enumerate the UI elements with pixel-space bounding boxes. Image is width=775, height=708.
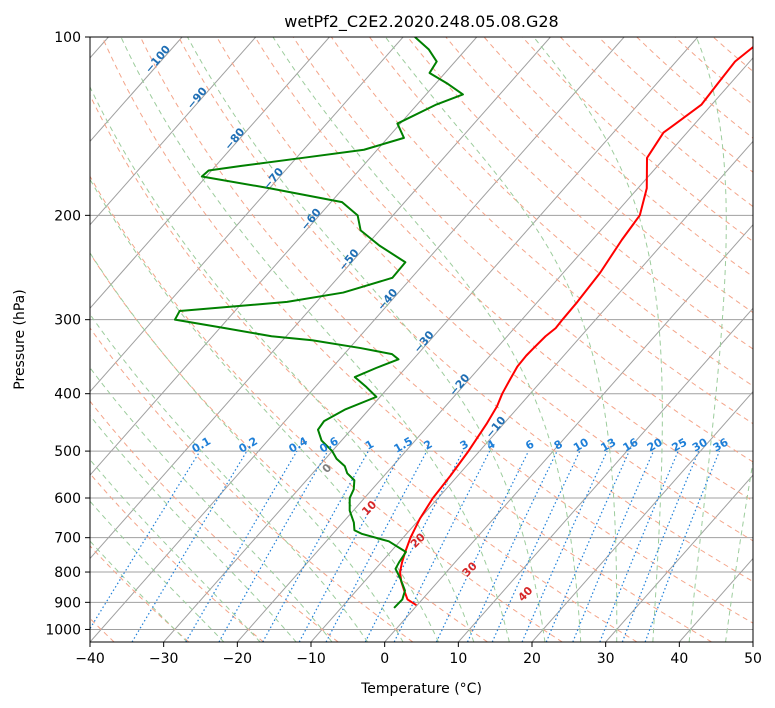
y-tick-label: 100 [54, 30, 81, 46]
moist-adiabat-line [533, 37, 663, 642]
dry-adiabat-line [101, 37, 712, 642]
dry-adiabat-line [560, 37, 753, 208]
mixing-ratio-line [90, 450, 201, 630]
moist-adiabat-line [90, 85, 475, 642]
y-tick-label: 400 [54, 387, 81, 403]
moist-adiabat-line [688, 37, 727, 642]
dry-adiabat-line [521, 37, 753, 243]
isotherm-line [605, 474, 753, 642]
y-tick-label: 300 [54, 313, 81, 329]
isotherm-line [90, 37, 330, 309]
y-tick-label: 500 [54, 444, 81, 460]
isotherm-line [531, 390, 753, 642]
isotherm-line [90, 37, 478, 476]
dry-adiabat-line [330, 37, 753, 425]
y-tick-label: 700 [54, 531, 81, 547]
x-tick-label: 30 [597, 651, 615, 667]
x-tick-label: −40 [75, 651, 105, 667]
moist-adiabat-line [90, 251, 404, 642]
profile-series [173, 37, 753, 609]
moist-adiabat-line [90, 500, 225, 642]
x-tick-label: −30 [149, 651, 179, 667]
x-axis: −40 −30 −20 −10 0 10 20 30 40 50 [75, 642, 762, 667]
x-tick-label: 0 [380, 651, 389, 667]
moist-adiabat-line [120, 37, 510, 642]
isotherm-line [236, 57, 753, 642]
dry-adiabat-line [216, 37, 753, 542]
isotherm-line [384, 224, 753, 642]
dry-adiabat-line [292, 37, 753, 463]
mixing-ratio-lines [90, 450, 720, 642]
mixing-ratio-line [521, 450, 608, 642]
moist-adiabat-line [90, 366, 333, 642]
mixing-ratio-line [185, 450, 298, 642]
x-tick-label: 20 [523, 651, 541, 667]
dry-adiabat-line [90, 400, 339, 642]
x-tick-label: 40 [670, 651, 688, 667]
isotherm-line [90, 37, 551, 560]
moist-adiabat-line [725, 458, 753, 642]
y-tick-label: 1000 [45, 622, 81, 638]
dry-adiabat-line [90, 252, 488, 642]
dry-adiabat-line [254, 37, 753, 502]
plot-area: 0.1 0.2 0.4 0.6 1 1.5 2 3 4 6 8 10 13 16 20 25 30 36−100−… [90, 37, 753, 642]
mixing-ratio-line [131, 450, 248, 642]
x-tick-label: −20 [223, 651, 253, 667]
isotherm-line [90, 37, 404, 393]
dry-adiabat-line [598, 37, 753, 173]
isotherm-line [90, 37, 257, 226]
x-axis-title: Temperature (°C) [360, 681, 482, 697]
isobar-gridlines [90, 37, 753, 630]
moist-adiabat-line [90, 178, 439, 642]
mixing-ratio-line [218, 450, 329, 642]
mixing-ratio-line [298, 450, 403, 642]
y-axis: 100 200 300 400 500 600 700 800 900 1000 [45, 30, 90, 638]
mixing-ratio-line [435, 450, 530, 642]
y-axis-title: Pressure (hPa) [12, 289, 28, 389]
dry-adiabat-line [90, 175, 563, 642]
isotherm-line [163, 37, 699, 642]
mixing-ratio-line [262, 450, 369, 642]
y-tick-label: 200 [54, 208, 81, 224]
isotherm-line [90, 37, 183, 143]
x-tick-label: −10 [296, 651, 326, 667]
x-tick-label: 10 [449, 651, 467, 667]
y-tick-label: 800 [54, 565, 81, 581]
moist-adiabat-line [90, 458, 261, 642]
mixing-ratio-line [466, 450, 558, 642]
moist-adiabat-line [90, 414, 297, 642]
chart-title: wetPf2_C2E2.2020.248.05.08.G28 [284, 12, 558, 32]
dewpoint-profile-line [173, 37, 464, 609]
mixing-ratio-line [491, 450, 581, 642]
plot-frame [89, 36, 754, 643]
dry-adiabat-line [90, 94, 638, 642]
x-tick-label: 50 [744, 651, 762, 667]
mixing-ratio-line [572, 450, 655, 642]
isotherm-line [310, 140, 753, 642]
moist-adiabat-line [272, 37, 582, 642]
isotherm-gridlines [90, 37, 753, 642]
mixing-ratio-line [545, 450, 630, 642]
isotherm-line [457, 307, 753, 642]
dry-adiabat-line [178, 37, 753, 583]
y-tick-label: 900 [54, 595, 81, 611]
isotherm-line [90, 37, 625, 642]
dry-adiabat-line [483, 37, 753, 278]
y-tick-label: 600 [54, 491, 81, 507]
